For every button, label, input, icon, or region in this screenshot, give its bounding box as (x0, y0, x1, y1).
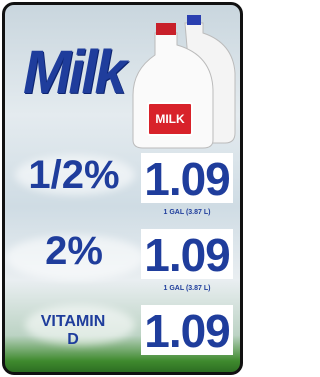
price: 1.09 (141, 305, 233, 355)
title: Milk (23, 37, 124, 107)
size-text: 1 GAL (3.87 L) (141, 209, 233, 216)
product-label: 1/2% (19, 153, 129, 198)
size-text: 1 GAL (3.87 L) (141, 285, 233, 292)
jug-cap (156, 23, 176, 35)
product-label: 2% (19, 229, 129, 274)
sign: Milk MILK 1/2% 1.09 1 GAL (3.87 L) 2% 1.… (2, 2, 243, 375)
jug-cap (187, 15, 201, 25)
price: 1.09 (141, 153, 233, 203)
jug-label: MILK (147, 102, 193, 136)
product-label: VITAMIN D (33, 313, 113, 349)
price: 1.09 (141, 229, 233, 279)
